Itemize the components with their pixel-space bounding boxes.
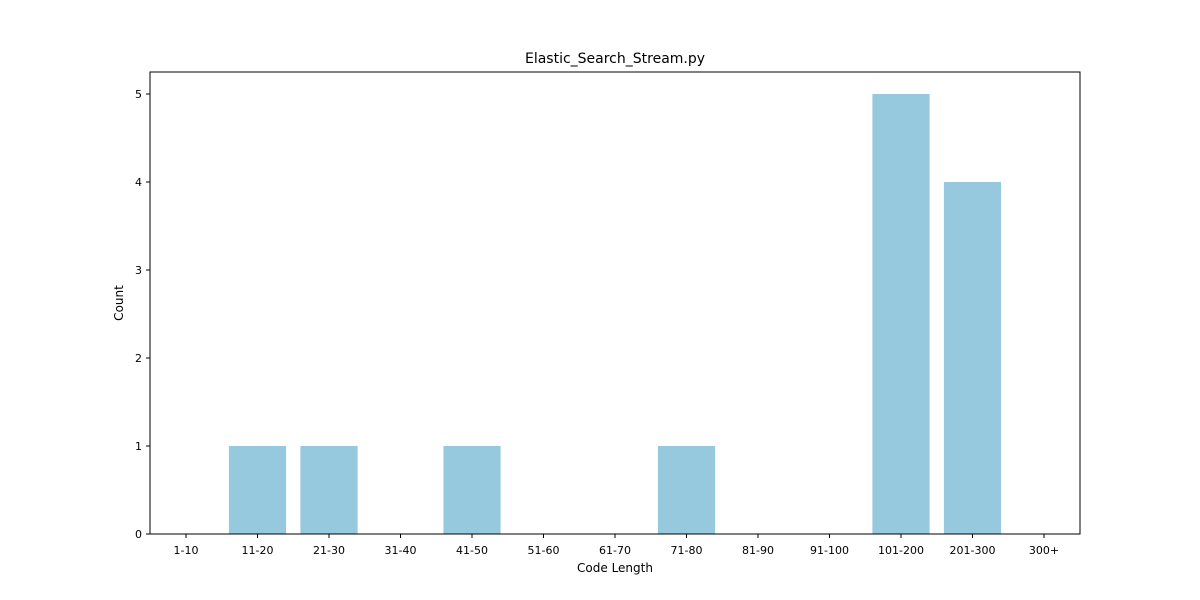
chart-title: Elastic_Search_Stream.py [525, 51, 705, 67]
y-tick-label: 1 [135, 440, 142, 453]
bars-group [228, 94, 1002, 534]
x-tick-label: 101-200 [878, 544, 924, 557]
x-axis-label: Code Length [577, 561, 653, 575]
x-tick-label: 91-100 [810, 544, 849, 557]
bar-201-300 [943, 182, 1002, 534]
x-tick-label: 61-70 [599, 544, 631, 557]
y-tick-label: 0 [135, 528, 142, 541]
x-axis: 1-10 11-20 21-30 31-40 41-50 51-60 61-70 71-80 8… [174, 534, 1059, 557]
x-tick-label: 71-80 [671, 544, 703, 557]
x-tick-label: 21-30 [313, 544, 345, 557]
x-tick-label: 81-90 [742, 544, 774, 557]
bar-21-30 [300, 446, 358, 534]
x-tick-label: 300+ [1029, 544, 1059, 557]
x-tick-label: 41-50 [456, 544, 488, 557]
y-tick-label: 3 [135, 264, 142, 277]
bar-11-20 [228, 446, 287, 534]
plot-frame [149, 71, 1081, 535]
y-axis: 0 1 2 3 4 5 [135, 88, 150, 541]
x-tick-label: 51-60 [528, 544, 560, 557]
x-tick-label: 31-40 [385, 544, 417, 557]
y-tick-label: 2 [135, 352, 142, 365]
y-axis-label: Count [112, 285, 126, 321]
y-tick-label: 5 [135, 88, 142, 101]
y-tick-label: 4 [135, 176, 142, 189]
x-tick-label: 11-20 [242, 544, 274, 557]
x-tick-label: 201-300 [950, 544, 996, 557]
bar-101-200 [872, 94, 930, 534]
x-tick-label: 1-10 [174, 544, 199, 557]
bar-71-80 [657, 446, 716, 534]
bar-41-50 [443, 446, 501, 534]
